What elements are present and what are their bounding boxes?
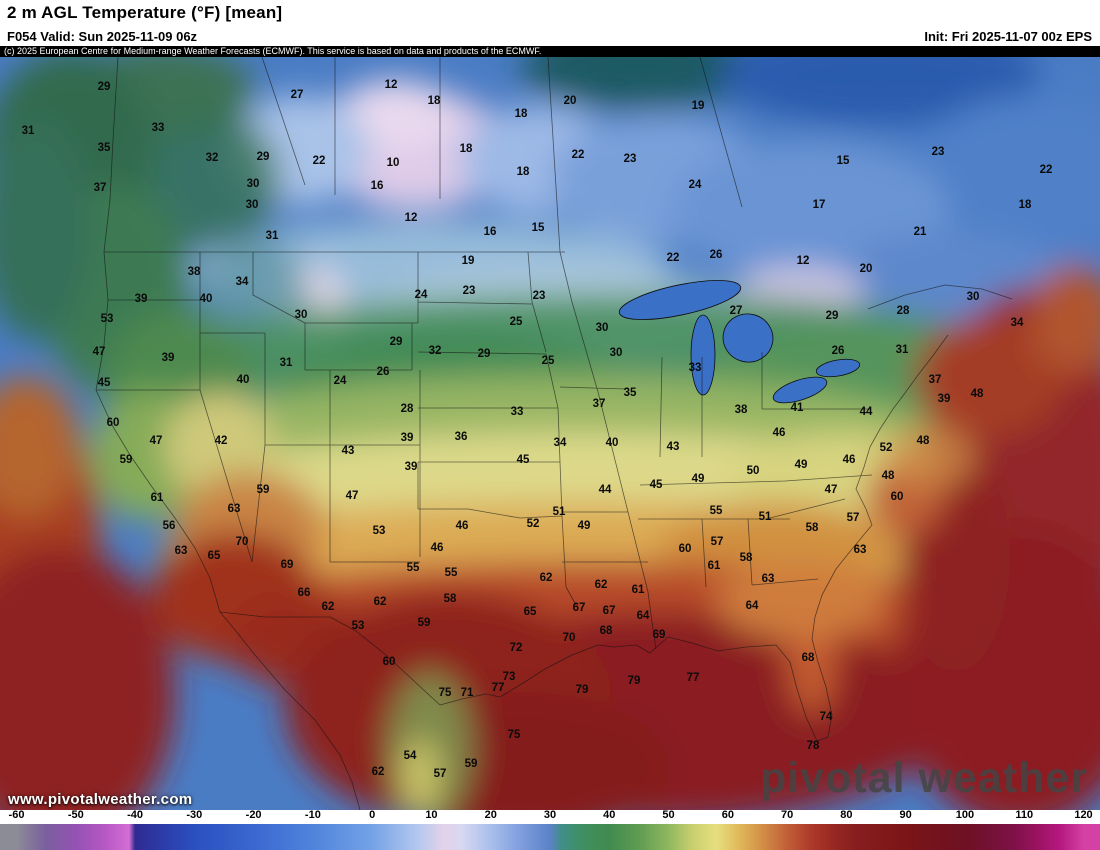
colorbar-tick-label: 120 (1074, 809, 1093, 821)
west-coastline (95, 57, 361, 810)
colorbar-ticks: -60 -50 -40 -30 -20 -10 0 10 20 30 40 50 60 70 80 90 100… (0, 809, 1100, 823)
page-title: 2 m AGL Temperature (°F) [mean] (7, 3, 283, 22)
st-lawrence-coast (867, 284, 1013, 310)
colorbar-tick-label: 110 (1015, 809, 1034, 821)
colorbar-tick-label: -50 (67, 809, 84, 821)
model-init-text: Init: Fri 2025-11-07 00z EPS (924, 29, 1092, 44)
colorbar-tick-label: 90 (899, 809, 912, 821)
state-borders (96, 251, 873, 650)
colorbar-tick-label: 70 (780, 809, 794, 821)
colorbar-tick-label: 100 (955, 809, 975, 821)
header: 2 m AGL Temperature (°F) [mean] F054 Val… (0, 0, 1100, 57)
watermark-url: www.pivotalweather.com (8, 791, 193, 808)
copyright-bar: (c) 2025 European Centre for Medium-rang… (0, 46, 1100, 57)
colorbar-tick-label: -30 (186, 809, 203, 821)
colorbar-tick-label: 60 (721, 809, 734, 821)
colorbar-tick-label: -40 (127, 809, 143, 821)
colorbar-tick-label: -60 (8, 809, 25, 821)
colorbar: -60 -50 -40 -30 -20 -10 0 10 20 30 40 50 60 70 80 90 100… (0, 809, 1100, 850)
colorbar-tick-label: -20 (245, 809, 262, 821)
forecast-valid-text: F054 Valid: Sun 2025-11-09 06z (7, 29, 198, 44)
us-mexico-border (219, 611, 487, 706)
east-gulf-coastline (485, 334, 949, 742)
colorbar-tick-label: 50 (662, 809, 675, 821)
great-lakes (618, 280, 861, 404)
colorbar-tick-label: 10 (425, 809, 438, 821)
canada-province-borders (261, 57, 743, 253)
colorbar-tick-label: 30 (543, 809, 557, 821)
temperature-map (0, 57, 1100, 810)
colorbar-tick-label: -10 (304, 809, 321, 821)
colorbar-tick-label: 0 (369, 809, 376, 821)
temperature-field-blobs (0, 57, 1100, 810)
watermark-brand: pivotal weather (759, 754, 1088, 802)
map-borders (95, 57, 1013, 810)
colorbar-tick-label: 20 (484, 809, 497, 821)
colorbar-tick-label: 80 (840, 809, 853, 821)
colorbar-tick-label: 40 (603, 809, 616, 821)
colorbar-gradient (0, 823, 1100, 850)
